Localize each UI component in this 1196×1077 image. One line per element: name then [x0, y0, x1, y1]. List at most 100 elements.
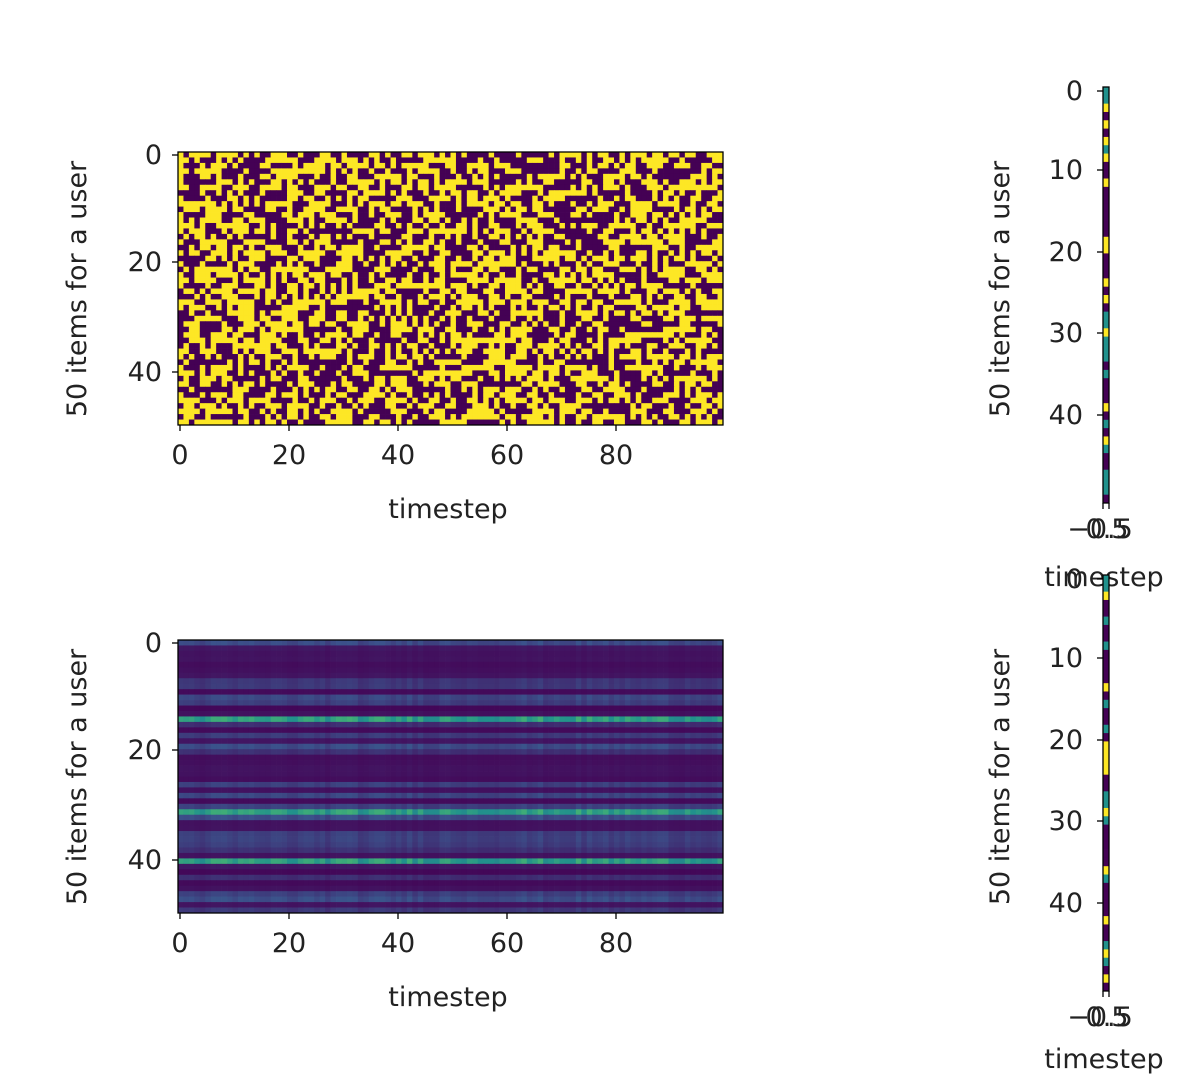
- heatmap-cell: [412, 326, 419, 333]
- heatmap-cell: [428, 403, 435, 409]
- heatmap-cell: [684, 277, 691, 284]
- heatmap-cell: [597, 403, 604, 409]
- heatmap-cell: [297, 255, 304, 262]
- heatmap-cell: [706, 326, 713, 333]
- heatmap-cell: [227, 310, 233, 317]
- heatmap-cell: [183, 277, 190, 284]
- heatmap-cell: [205, 288, 212, 295]
- heatmap-cell: [603, 217, 609, 224]
- heatmap-cell: [646, 201, 653, 207]
- heatmap-cell: [717, 375, 724, 382]
- heatmap-cell: [543, 386, 549, 393]
- heatmap-cell: [592, 162, 598, 169]
- heatmap-cell: [439, 244, 446, 251]
- heatmap-cell: [466, 266, 473, 273]
- heatmap-cell: [679, 152, 686, 158]
- heatmap-cell: [243, 364, 250, 371]
- heatmap-cell: [559, 403, 566, 409]
- heatmap-cell: [210, 244, 217, 251]
- heatmap-cell: [483, 310, 489, 317]
- heatmap-cell: [303, 288, 310, 295]
- heatmap-cell: [330, 255, 337, 262]
- heatmap-cell: [352, 397, 359, 404]
- heatmap-cell: [314, 359, 321, 366]
- heatmap-cell: [385, 397, 391, 404]
- heatmap-cell: [614, 244, 620, 251]
- heatmap-cell: [543, 250, 549, 257]
- heatmap-cell: [592, 419, 598, 426]
- heatmap-cell: [472, 408, 479, 415]
- heatmap-cell: [199, 195, 206, 202]
- heatmap-cell: [701, 299, 707, 306]
- heatmap-cell: [663, 239, 669, 246]
- heatmap-cell: [390, 266, 397, 273]
- heatmap-cell: [232, 375, 239, 382]
- heatmap-cell: [554, 386, 560, 393]
- heatmap-cell: [199, 337, 206, 344]
- heatmap-cell: [417, 266, 424, 273]
- heatmap-cell: [445, 392, 451, 399]
- heatmap-cell: [385, 359, 391, 366]
- heatmap-cell: [308, 359, 315, 366]
- heatmap-cell: [346, 250, 353, 257]
- heatmap-cell: [292, 321, 299, 328]
- heatmap-cell: [695, 233, 702, 240]
- heatmap-cell: [706, 354, 713, 360]
- heatmap-cell: [194, 173, 201, 180]
- heatmap-cell: [205, 326, 212, 333]
- heatmap-cell: [385, 239, 391, 246]
- heatmap-cell: [368, 354, 375, 360]
- heatmap-cell: [494, 206, 500, 213]
- heatmap-cell: [276, 419, 282, 426]
- heatmap-cell: [679, 348, 686, 355]
- heatmap-cell: [232, 337, 239, 344]
- heatmap-cell: [379, 310, 386, 317]
- heatmap-cell: [646, 288, 653, 295]
- heatmap-cell: [346, 321, 353, 328]
- heatmap-cell: [554, 206, 560, 213]
- heatmap-cell: [548, 222, 555, 229]
- heatmap-cell: [483, 244, 489, 251]
- heatmap-cell: [646, 179, 653, 186]
- heatmap-cell: [417, 419, 424, 426]
- heatmap-cell: [619, 403, 626, 409]
- heatmap-cell: [368, 283, 375, 289]
- heatmap-cell: [505, 168, 511, 175]
- heatmap-cell: [597, 222, 604, 229]
- heatmap-cell: [396, 244, 402, 251]
- heatmap-cell: [477, 354, 484, 360]
- heatmap-cell: [603, 168, 609, 175]
- heatmap-cell: [434, 228, 440, 235]
- heatmap-cell: [510, 332, 517, 338]
- heatmap-cell: [526, 315, 533, 322]
- heatmap-cell: [390, 190, 397, 197]
- heatmap-cell: [554, 255, 560, 262]
- heatmap-cell: [652, 310, 658, 317]
- heatmap-cell: [232, 326, 239, 333]
- heatmap-cell: [428, 343, 435, 349]
- heatmap-cell: [450, 217, 457, 224]
- heatmap-cell: [543, 283, 549, 289]
- heatmap-cell: [205, 304, 212, 311]
- heatmap-cell: [603, 315, 609, 322]
- heatmap-cell: [259, 321, 266, 328]
- heatmap-cell: [505, 321, 511, 328]
- heatmap-cell: [706, 381, 713, 388]
- heatmap-cell: [445, 206, 451, 213]
- heatmap-cell: [368, 222, 375, 229]
- heatmap-cell: [401, 326, 408, 333]
- heatmap-cell: [406, 419, 413, 426]
- heatmap-cell: [194, 386, 201, 393]
- heatmap-cell: [412, 228, 419, 235]
- heatmap-cell: [417, 408, 424, 415]
- heatmap-cell: [537, 293, 544, 300]
- heatmap-cell: [254, 397, 261, 404]
- heatmap-cell: [515, 244, 522, 251]
- heatmap-cell: [259, 337, 266, 344]
- heatmap-cell: [265, 222, 271, 229]
- heatmap-cell: [575, 206, 582, 213]
- heatmap-cell: [396, 315, 402, 322]
- heatmap-cell: [445, 397, 451, 404]
- heatmap-cell: [276, 250, 282, 257]
- heatmap-cell: [357, 359, 364, 366]
